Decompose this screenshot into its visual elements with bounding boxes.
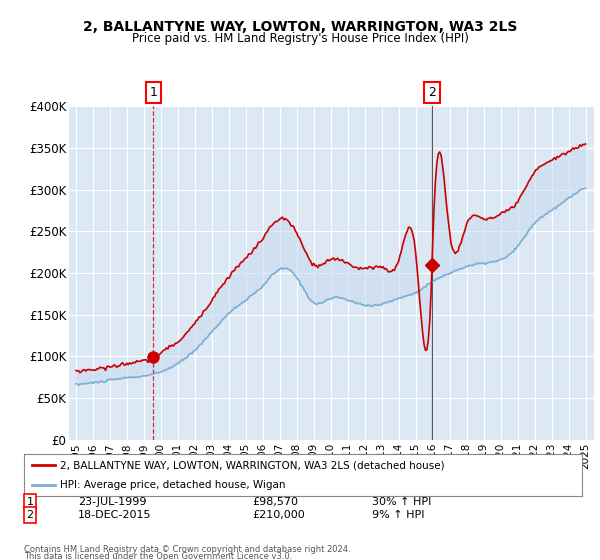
Text: 18-DEC-2015: 18-DEC-2015: [78, 510, 151, 520]
Text: Contains HM Land Registry data © Crown copyright and database right 2024.: Contains HM Land Registry data © Crown c…: [24, 545, 350, 554]
Text: 23-JUL-1999: 23-JUL-1999: [78, 497, 146, 507]
Text: Price paid vs. HM Land Registry's House Price Index (HPI): Price paid vs. HM Land Registry's House …: [131, 32, 469, 45]
Text: This data is licensed under the Open Government Licence v3.0.: This data is licensed under the Open Gov…: [24, 552, 292, 560]
Text: 9% ↑ HPI: 9% ↑ HPI: [372, 510, 425, 520]
Text: HPI: Average price, detached house, Wigan: HPI: Average price, detached house, Wiga…: [60, 480, 286, 490]
Text: 1: 1: [26, 497, 34, 507]
Text: 30% ↑ HPI: 30% ↑ HPI: [372, 497, 431, 507]
Text: 2, BALLANTYNE WAY, LOWTON, WARRINGTON, WA3 2LS: 2, BALLANTYNE WAY, LOWTON, WARRINGTON, W…: [83, 20, 517, 34]
Text: 2: 2: [428, 86, 436, 99]
Text: £98,570: £98,570: [252, 497, 298, 507]
Text: 1: 1: [149, 86, 157, 99]
Text: 2, BALLANTYNE WAY, LOWTON, WARRINGTON, WA3 2LS (detached house): 2, BALLANTYNE WAY, LOWTON, WARRINGTON, W…: [60, 460, 445, 470]
Text: 2: 2: [26, 510, 34, 520]
Text: £210,000: £210,000: [252, 510, 305, 520]
